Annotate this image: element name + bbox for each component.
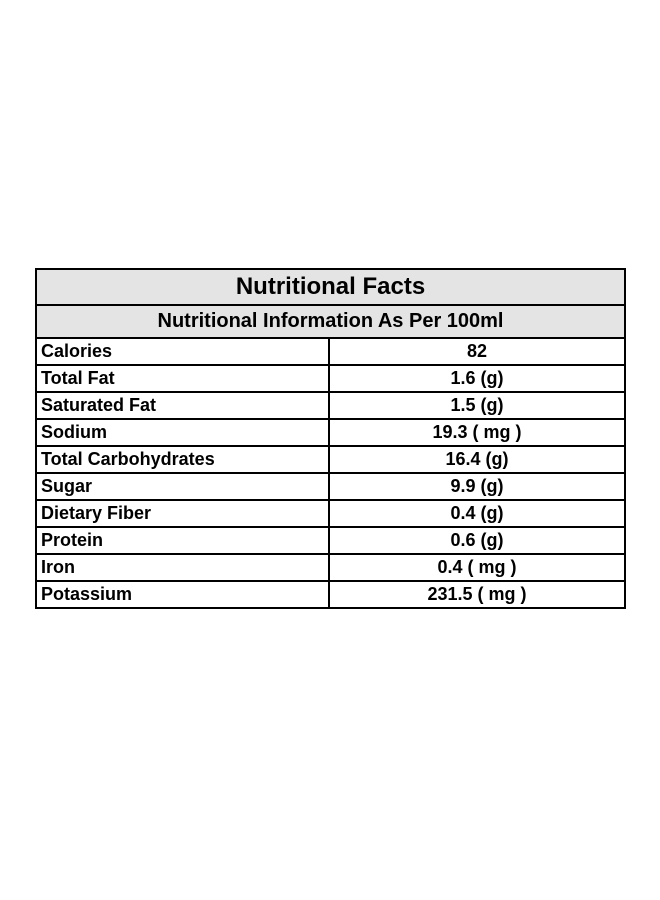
nutrient-label: Saturated Fat (35, 391, 330, 420)
table-row: Dietary Fiber 0.4 (g) (35, 499, 627, 528)
nutrient-label: Sugar (35, 472, 330, 501)
table-row: Total Fat 1.6 (g) (35, 364, 627, 393)
nutrient-label: Calories (35, 337, 330, 366)
nutrient-value: 19.3 ( mg ) (327, 418, 627, 447)
nutrient-label: Dietary Fiber (35, 499, 330, 528)
title-row: Nutritional Facts (34, 268, 627, 306)
table-row: Calories 82 (35, 337, 627, 366)
table-row: Sodium 19.3 ( mg ) (35, 418, 627, 447)
nutrient-label: Total Carbohydrates (35, 445, 330, 474)
nutrient-label: Protein (35, 526, 330, 555)
nutrient-label: Potassium (35, 580, 330, 609)
nutrient-label: Iron (35, 553, 330, 582)
nutrient-value: 82 (327, 337, 627, 366)
nutrient-label: Total Fat (35, 364, 330, 393)
nutrient-value: 16.4 (g) (327, 445, 627, 474)
subtitle-row: Nutritional Information As Per 100ml (34, 304, 627, 339)
nutrient-label: Sodium (35, 418, 330, 447)
table-row: Iron 0.4 ( mg ) (35, 553, 627, 582)
table-row: Saturated Fat 1.5 (g) (35, 391, 627, 420)
table-row: Sugar 9.9 (g) (35, 472, 627, 501)
nutrient-value: 0.4 (g) (327, 499, 627, 528)
table-row: Protein 0.6 (g) (35, 526, 627, 555)
nutrient-value: 0.6 (g) (327, 526, 627, 555)
nutrient-value: 1.6 (g) (327, 364, 627, 393)
table-row: Total Carbohydrates 16.4 (g) (35, 445, 627, 474)
nutrient-value: 0.4 ( mg ) (327, 553, 627, 582)
nutrient-value: 1.5 (g) (327, 391, 627, 420)
table-title: Nutritional Facts (34, 268, 627, 306)
nutrient-value: 231.5 ( mg ) (327, 580, 627, 609)
table-subtitle: Nutritional Information As Per 100ml (34, 304, 627, 339)
nutrient-value: 9.9 (g) (327, 472, 627, 501)
table-row: Potassium 231.5 ( mg ) (35, 580, 627, 609)
nutrition-facts-table: Nutritional Facts Nutritional Informatio… (34, 268, 627, 609)
